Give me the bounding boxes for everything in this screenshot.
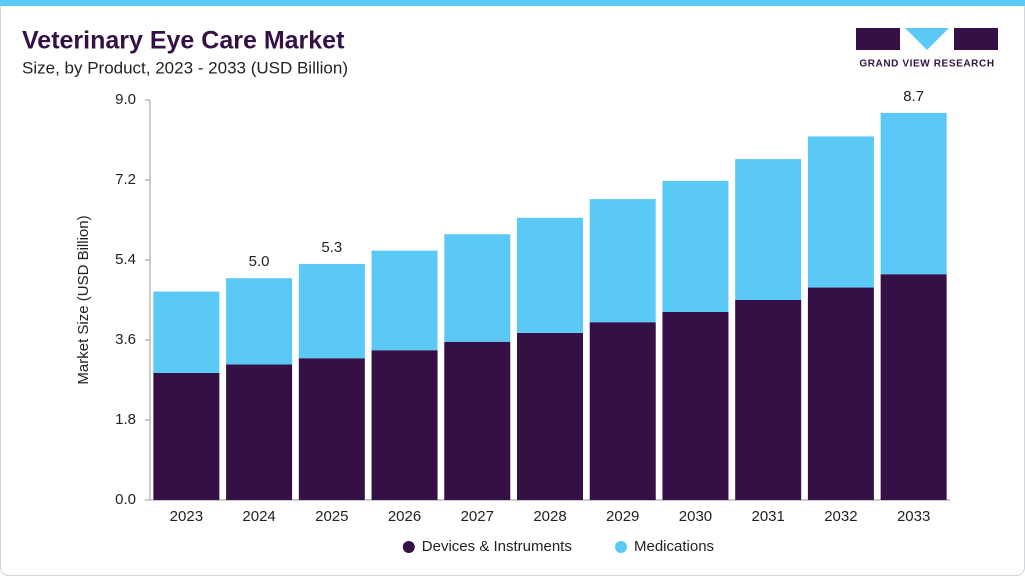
x-tick-label: 2033 xyxy=(897,508,930,525)
bar-segment xyxy=(298,264,365,359)
y-axis-label: Market Size (USD Billion) xyxy=(75,215,92,384)
bar-segment xyxy=(371,250,438,351)
bar-segment xyxy=(153,291,220,373)
bar-segment xyxy=(517,217,583,333)
top-strip xyxy=(0,0,1025,6)
bar-segment xyxy=(153,372,220,500)
y-tick-label: 3.6 xyxy=(115,331,136,348)
bar-segment xyxy=(807,136,874,288)
chart-subtitle: Size, by Product, 2023 - 2033 (USD Billi… xyxy=(22,58,348,77)
bar-segment xyxy=(662,312,729,500)
total-label: 8.7 xyxy=(903,88,924,105)
total-label: 5.0 xyxy=(249,253,270,270)
bar-segment xyxy=(226,278,293,365)
x-tick-label: 2031 xyxy=(751,508,784,525)
bar-segment xyxy=(880,274,947,500)
bar-segment xyxy=(589,199,656,323)
bar-segment xyxy=(444,234,511,342)
bar-segment xyxy=(735,159,802,300)
bar-segment xyxy=(735,300,802,500)
y-tick-label: 9.0 xyxy=(115,91,136,108)
x-tick-label: 2023 xyxy=(170,508,203,525)
y-tick-label: 5.4 xyxy=(115,251,136,268)
bar-segment xyxy=(444,341,511,500)
x-tick-label: 2030 xyxy=(679,508,712,525)
bar-segment xyxy=(371,350,438,500)
bar-segment xyxy=(298,358,365,500)
bar-segment xyxy=(589,322,656,500)
x-tick-label: 2032 xyxy=(824,508,857,525)
y-tick-label: 7.2 xyxy=(115,171,136,188)
x-tick-label: 2029 xyxy=(606,508,639,525)
legend-label: Medications xyxy=(634,538,714,555)
x-tick-label: 2028 xyxy=(533,508,566,525)
bar-segment xyxy=(807,287,874,500)
logo-v xyxy=(905,28,949,50)
brand-name: GRAND VIEW RESEARCH xyxy=(859,59,994,70)
bar-segment xyxy=(880,112,947,275)
x-tick-label: 2025 xyxy=(315,508,348,525)
bar-segment xyxy=(662,180,729,312)
chart-title: Veterinary Eye Care Market xyxy=(22,27,345,55)
total-label: 5.3 xyxy=(321,239,342,256)
legend-label: Devices & Instruments xyxy=(422,538,572,555)
bar-segment xyxy=(226,364,293,500)
logo-r xyxy=(954,28,998,50)
bar-segment xyxy=(517,332,583,500)
logo: GRAND VIEW RESEARCH xyxy=(856,28,998,70)
y-tick-label: 1.8 xyxy=(115,411,136,428)
legend-swatch xyxy=(402,541,415,553)
y-tick-label: 0.0 xyxy=(115,491,136,508)
x-tick-label: 2024 xyxy=(242,508,275,525)
x-tick-label: 2027 xyxy=(461,508,494,525)
x-tick-label: 2026 xyxy=(388,508,421,525)
logo-g xyxy=(856,28,900,50)
legend-swatch xyxy=(615,541,627,553)
